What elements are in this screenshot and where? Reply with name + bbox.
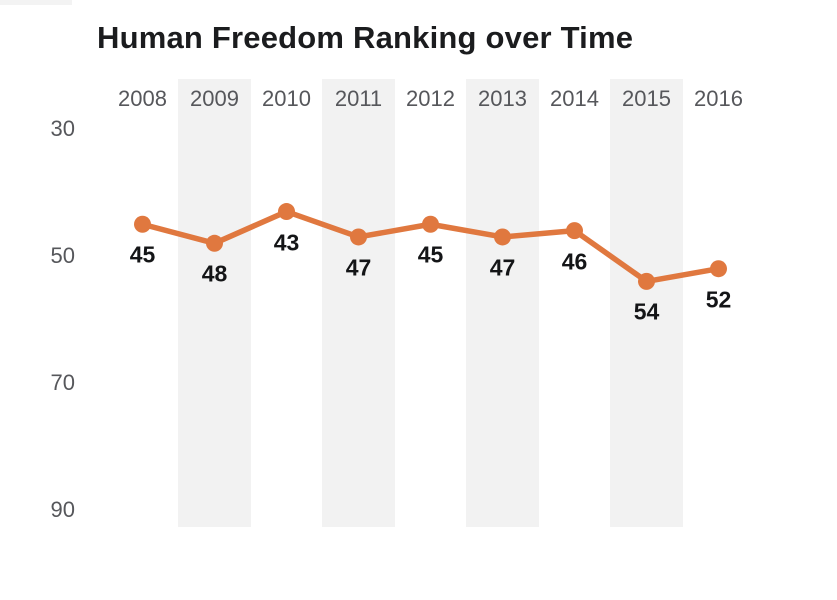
y-tick-90: 90 [50, 497, 75, 522]
x-tick-2011: 2011 [334, 86, 383, 111]
data-point-2016 [710, 260, 727, 278]
value-label-2016: 52 [705, 286, 732, 313]
value-label-2014: 46 [561, 248, 588, 275]
x-tick-2009: 2009 [190, 86, 239, 111]
year-band-2009 [178, 79, 251, 527]
x-tick-2008: 2008 [118, 86, 167, 111]
year-band-2013 [466, 79, 539, 527]
x-tick-2015: 2015 [622, 86, 671, 111]
data-point-2008 [134, 215, 151, 233]
year-band-2011 [322, 79, 395, 527]
chart-title: Human Freedom Ranking over Time [97, 20, 634, 55]
x-tick-2013: 2013 [478, 86, 527, 111]
value-label-2013: 47 [489, 254, 516, 281]
data-point-2014 [566, 222, 583, 240]
y-tick-30: 30 [50, 116, 75, 141]
data-point-2010 [278, 203, 295, 221]
value-label-2012: 45 [417, 241, 444, 268]
y-tick-70: 70 [50, 370, 75, 395]
data-point-2009 [206, 234, 223, 252]
value-label-2010: 43 [273, 229, 300, 256]
value-label-2008: 45 [129, 241, 156, 268]
data-point-2011 [350, 228, 367, 246]
data-point-2012 [422, 215, 439, 233]
value-label-2015: 54 [633, 298, 660, 325]
screenshot-edge-artifact [0, 0, 72, 5]
value-label-2009: 48 [201, 260, 228, 287]
x-tick-2012: 2012 [406, 86, 455, 111]
y-tick-50: 50 [50, 243, 75, 268]
x-tick-2010: 2010 [262, 86, 311, 111]
data-point-2013 [494, 228, 511, 246]
x-tick-2014: 2014 [550, 86, 599, 111]
value-label-2011: 47 [345, 254, 372, 281]
data-point-2015 [638, 272, 655, 290]
x-tick-2016: 2016 [694, 86, 743, 111]
year-band-2015 [610, 79, 683, 527]
